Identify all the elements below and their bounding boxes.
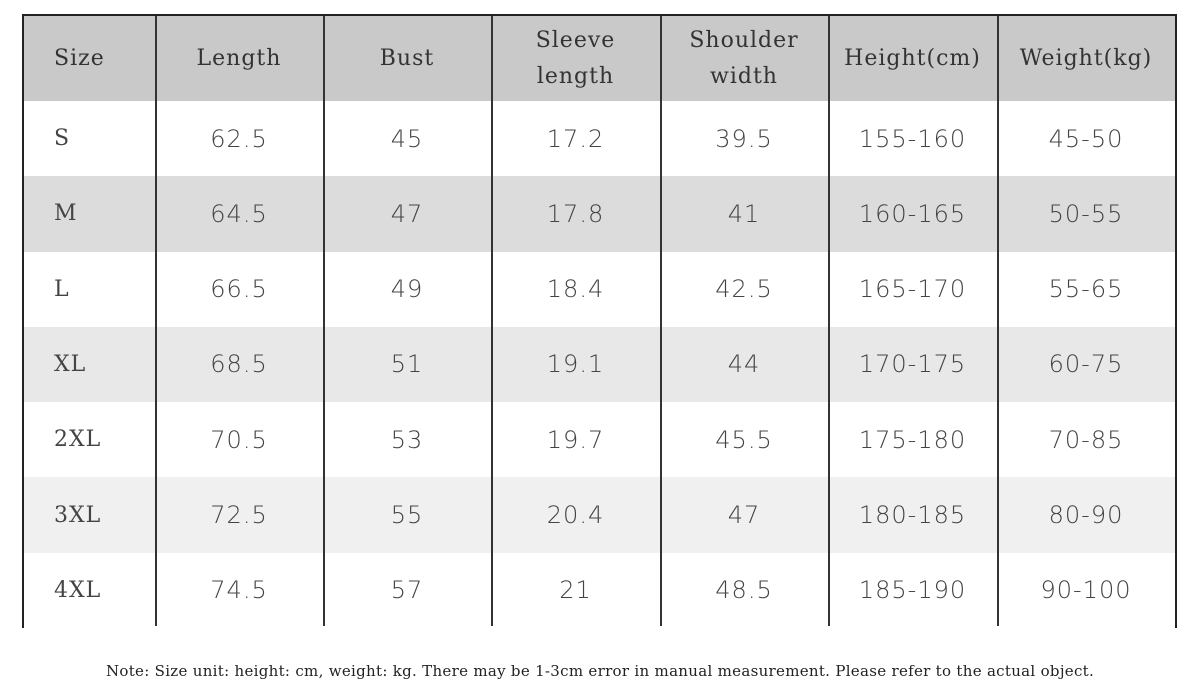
value-cell: 155-160 — [858, 124, 967, 153]
row-bg — [24, 176, 1175, 252]
column-divider — [828, 16, 830, 626]
size-cell: 3XL — [54, 502, 102, 528]
value-cell: 185-190 — [858, 576, 967, 605]
header-text: Bust — [379, 45, 435, 71]
header-cell: Sleeve length — [491, 16, 660, 101]
header-text: Weight(kg) — [1019, 45, 1153, 71]
value-cell: 19.7 — [546, 425, 605, 454]
row-bg — [24, 477, 1175, 553]
value-cell: 62.5 — [210, 124, 268, 153]
value-cell: 41 — [727, 199, 761, 228]
value-cell: 55-65 — [1048, 275, 1124, 304]
row-bg — [24, 101, 1175, 177]
value-cell: 68.5 — [210, 350, 268, 379]
column-divider — [155, 16, 157, 626]
header-bg — [24, 16, 1175, 101]
value-cell: 165-170 — [858, 275, 967, 304]
value-cell: 44 — [727, 350, 761, 379]
value-cell: 48.5 — [715, 576, 773, 605]
value-cell: 70.5 — [210, 425, 268, 454]
value-cell: 19.1 — [546, 350, 605, 379]
value-cell: 55 — [390, 501, 424, 530]
value-cell: 42.5 — [715, 275, 773, 304]
value-cell: 51 — [390, 350, 424, 379]
value-cell: 57 — [390, 576, 424, 605]
value-cell: 45 — [390, 124, 424, 153]
value-cell: 72.5 — [210, 501, 268, 530]
value-cell: 74.5 — [210, 576, 268, 605]
value-cell: 17.8 — [546, 199, 605, 228]
header-text: Sleeve length — [535, 27, 616, 89]
row-bg — [24, 552, 1175, 628]
value-cell: 170-175 — [858, 350, 967, 379]
size-table: Size Length Bust Sleeve length Shoulder widt… — [22, 14, 1177, 628]
value-cell: 64.5 — [210, 199, 268, 228]
header-cell: Height(cm) — [828, 16, 997, 101]
value-cell: 18.4 — [546, 275, 605, 304]
size-cell: 2XL — [54, 427, 102, 453]
value-cell: 53 — [390, 425, 424, 454]
header-cell: Weight(kg) — [997, 16, 1175, 101]
header-cell: Length — [155, 16, 323, 101]
row-bg — [24, 251, 1175, 327]
value-cell: 180-185 — [858, 501, 967, 530]
row-bg — [24, 402, 1175, 478]
value-cell: 90-100 — [1040, 576, 1132, 605]
header-cell: Size — [24, 16, 155, 101]
value-cell: 49 — [390, 275, 424, 304]
header-cell: Bust — [323, 16, 491, 101]
column-divider — [323, 16, 325, 626]
header-text: Shoulder width — [689, 27, 799, 89]
column-divider — [660, 16, 662, 626]
value-cell: 47 — [390, 199, 424, 228]
header-text: Size — [54, 45, 105, 71]
size-cell: S — [54, 126, 71, 152]
value-cell: 70-85 — [1048, 425, 1124, 454]
column-divider — [997, 16, 999, 626]
size-cell: M — [54, 201, 78, 227]
value-cell: 21 — [559, 576, 592, 605]
note: Note: Size unit: height: cm, weight: kg.… — [105, 662, 1095, 680]
value-cell: 20.4 — [546, 501, 605, 530]
header-cell: Shoulder width — [660, 16, 828, 101]
row-bg — [24, 326, 1175, 403]
value-cell: 17.2 — [546, 124, 605, 153]
size-cell: XL — [54, 351, 87, 377]
value-cell: 80-90 — [1048, 501, 1124, 530]
value-cell: 66.5 — [210, 275, 268, 304]
value-cell: 175-180 — [858, 425, 967, 454]
header-text: Length — [196, 45, 282, 71]
value-cell: 45-50 — [1048, 124, 1124, 153]
value-cell: 50-55 — [1048, 199, 1124, 228]
value-cell: 47 — [727, 501, 761, 530]
column-divider — [491, 16, 493, 626]
size-cell: 4XL — [54, 577, 102, 603]
header-text: Height(cm) — [844, 45, 981, 71]
value-cell: 39.5 — [715, 124, 773, 153]
value-cell: 45.5 — [715, 425, 773, 454]
size-cell: L — [54, 276, 70, 302]
value-cell: 60-75 — [1048, 350, 1124, 379]
value-cell: 160-165 — [858, 199, 967, 228]
